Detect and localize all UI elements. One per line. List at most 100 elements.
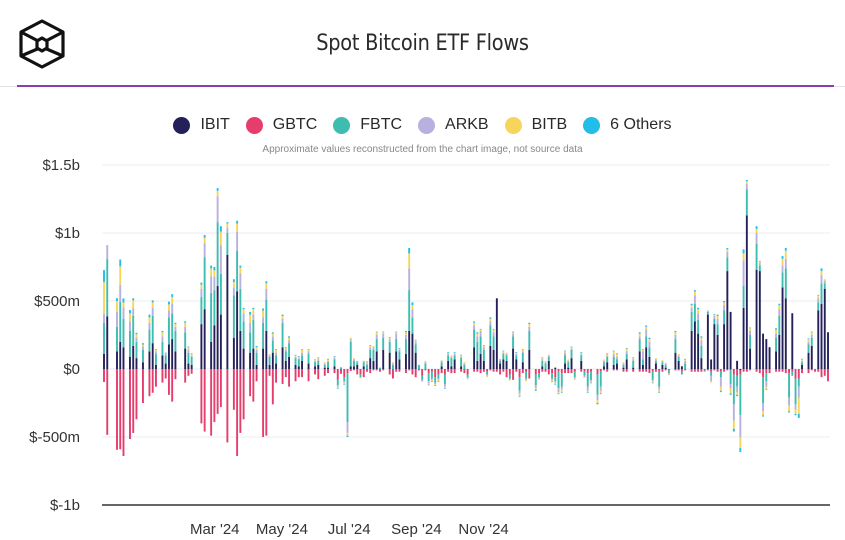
bar-segment-bitb (440, 360, 443, 361)
bar-segment-fbtc (219, 273, 222, 315)
bar-segment-gbtc (693, 369, 696, 372)
bar-segment-bitb (265, 283, 268, 289)
legend-item-others[interactable]: 6 Others (583, 116, 672, 134)
bar-segment-ibit (778, 335, 781, 369)
bar-segment-arkb (404, 335, 407, 340)
bar-segment-gbtc (171, 369, 174, 402)
bar-segment-gbtc (817, 369, 820, 372)
bar-segment-fbtc (268, 356, 271, 365)
bar-segment-fbtc (528, 330, 531, 350)
bar-segment-arkb (489, 321, 492, 326)
bar-segment-gbtc (742, 369, 745, 372)
bar-segment-others (596, 403, 599, 405)
bar-segment-others (817, 294, 820, 296)
bar-segment-ibit (697, 333, 700, 369)
bar-segment-fbtc (745, 189, 748, 216)
bar-segment-bitb (710, 381, 713, 383)
bar-segment-arkb (463, 363, 466, 365)
bar-segment-arkb (518, 390, 521, 394)
legend-item-fbtc[interactable]: FBTC (333, 116, 402, 134)
legend-item-gbtc[interactable]: GBTC (245, 116, 317, 134)
bar-segment-fbtc (784, 268, 787, 299)
bar-segment-arkb (742, 260, 745, 287)
bar-segment-gbtc (814, 369, 816, 372)
bar-segment-bitb (745, 181, 748, 185)
bar-segment-gbtc (226, 369, 229, 443)
bar-segment-gbtc (723, 369, 726, 372)
bar-segment-gbtc (788, 369, 790, 374)
bar-segment-bitb (742, 253, 745, 261)
legend-item-arkb[interactable]: ARKB (418, 116, 489, 134)
bar-segment-gbtc (437, 369, 440, 375)
bar-segment-arkb (603, 360, 605, 363)
bar-segment-bitb (190, 354, 193, 356)
bar-segment-bitb (557, 392, 560, 394)
bar-segment-arkb (651, 379, 654, 382)
bar-segment-bitb (661, 360, 664, 361)
x-tick-label: Sep '24 (391, 521, 441, 538)
bar-segment-gbtc (797, 369, 800, 379)
bar-segment-arkb (219, 245, 222, 274)
bar-segment-arkb (554, 381, 557, 383)
bar-segment-fbtc (596, 374, 599, 395)
bar-segment-ibit (807, 352, 810, 369)
bar-segment-gbtc (690, 369, 693, 372)
bar-segment-arkb (398, 349, 401, 352)
bar-segment-gbtc (349, 369, 352, 372)
bar-segment-fbtc (700, 345, 703, 359)
bar-segment-gbtc (616, 369, 618, 371)
bar-segment-gbtc (132, 369, 135, 433)
bar-segment-bitb (648, 339, 651, 342)
bar-segment-gbtc (411, 369, 414, 375)
bar-segment-bitb (187, 347, 190, 350)
legend-item-ibit[interactable]: IBIT (173, 116, 230, 134)
bar-segment-gbtc (625, 369, 628, 372)
bar-segment-arkb (142, 346, 144, 350)
bar-segment-ibit (499, 363, 502, 369)
bar-segment-gbtc (392, 369, 394, 379)
bar-segment-bitb (784, 250, 787, 259)
bar-segment-ibit (749, 348, 752, 369)
bar-segment-fbtc (453, 355, 456, 360)
bar-segment-gbtc (340, 369, 342, 374)
bar-segment-gbtc (674, 369, 677, 371)
bar-segment-others (551, 381, 553, 382)
bar-segment-fbtc (148, 329, 151, 352)
bar-segment-ibit (541, 366, 544, 369)
legend-item-bitb[interactable]: BITB (504, 116, 567, 134)
bar-segment-arkb (726, 252, 729, 258)
bar-segment-others (606, 353, 609, 355)
bar-segment-bitb (297, 356, 300, 359)
bar-segment-gbtc (664, 369, 667, 371)
bar-segment-gbtc (388, 369, 391, 375)
bar-segment-gbtc (252, 369, 255, 402)
bar-segment-arkb (135, 337, 138, 342)
bar-segment-arkb (586, 386, 589, 391)
bar-segment-arkb (187, 349, 190, 353)
bar-segment-ibit (645, 347, 648, 369)
bar-segment-ibit (216, 286, 219, 369)
bar-segment-ibit (275, 363, 278, 369)
bar-segment-arkb (236, 231, 239, 251)
bar-segment-others (255, 345, 258, 348)
bar-segment-ibit (547, 360, 550, 369)
bar-segment-bitb (590, 381, 592, 383)
bar-segment-bitb (473, 322, 476, 326)
bar-segment-others (404, 330, 407, 333)
bar-segment-ibit (252, 348, 255, 369)
bar-segment-others (512, 331, 515, 333)
bar-segment-arkb (645, 329, 648, 337)
bar-segment-fbtc (515, 355, 518, 360)
bar-segment-bitb (404, 332, 407, 335)
bar-segment-bitb (284, 347, 287, 350)
bar-segment-bitb (693, 291, 696, 296)
bar-segment-ibit (356, 364, 359, 369)
bar-segment-gbtc (271, 369, 274, 405)
bar-segment-bitb (333, 356, 336, 359)
bar-segment-others (651, 382, 654, 384)
bar-segment-bitb (700, 337, 703, 341)
bar-segment-ibit (239, 330, 242, 369)
bar-segment-arkb (580, 354, 583, 356)
bar-segment-gbtc (155, 369, 157, 387)
bar-segment-gbtc (482, 369, 485, 372)
